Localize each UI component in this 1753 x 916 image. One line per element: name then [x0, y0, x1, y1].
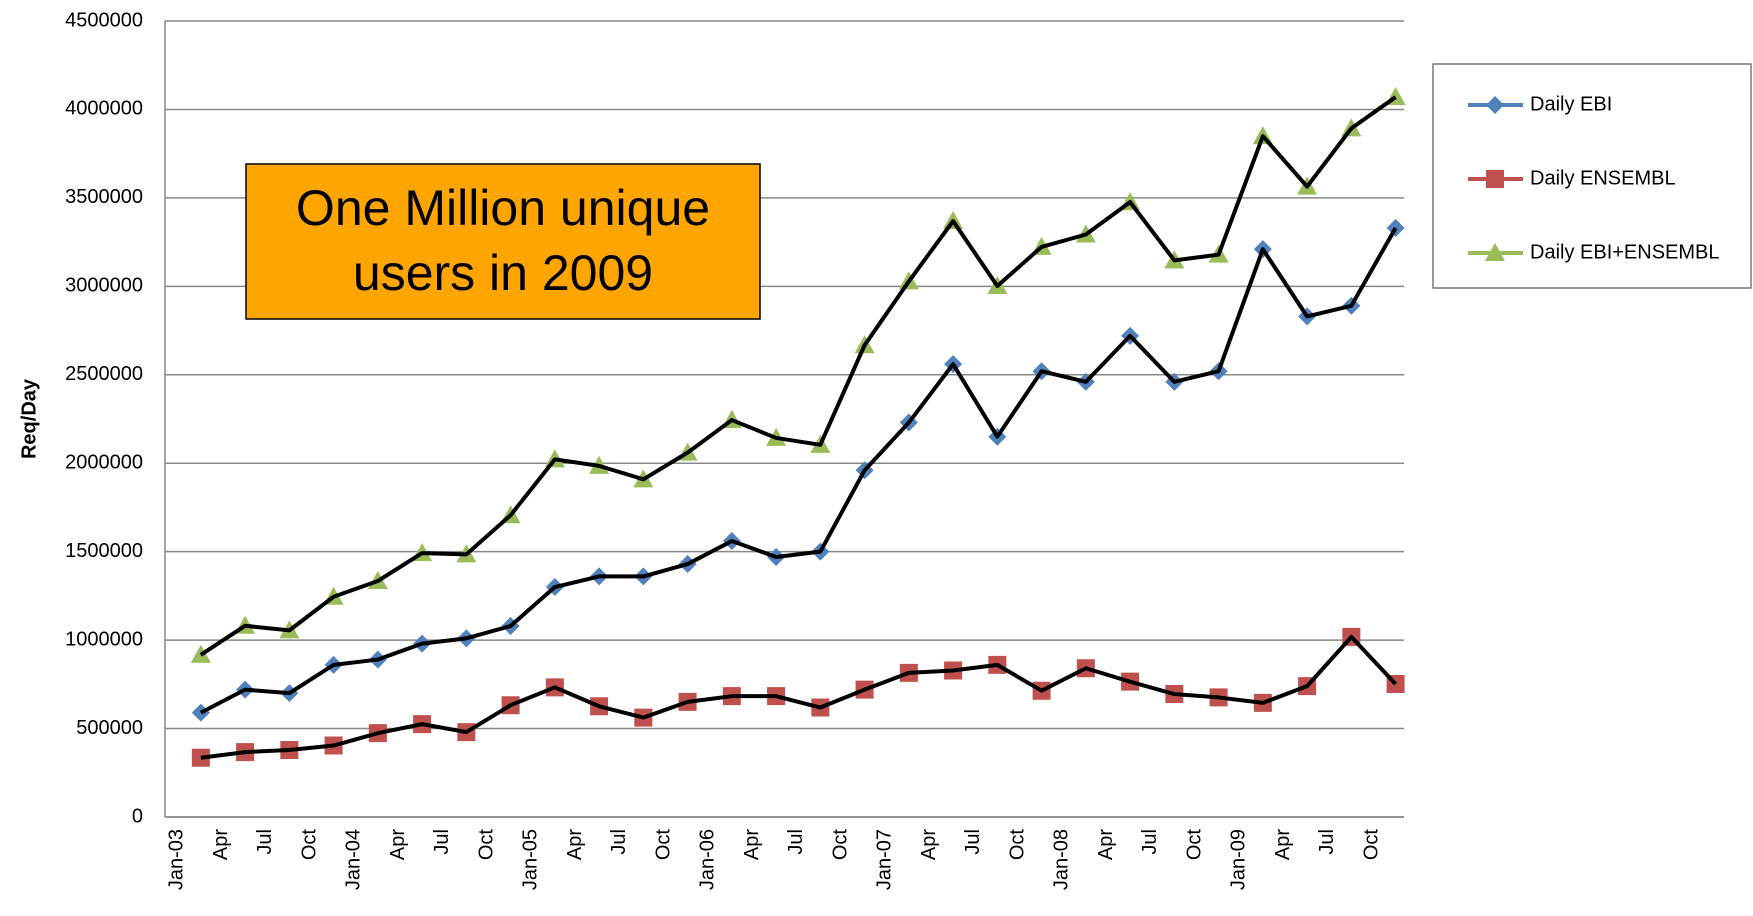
- x-tick-label: Apr: [210, 829, 232, 860]
- y-tick-label: 1500000: [65, 540, 143, 562]
- x-tick-label: Jan-06: [697, 829, 719, 890]
- y-tick-label: 2000000: [65, 452, 143, 474]
- y-tick-label: 0: [132, 805, 143, 827]
- y-tick-label: 1000000: [65, 628, 143, 650]
- x-tick-label: Oct: [1006, 829, 1028, 861]
- x-tick-label: Apr: [918, 829, 940, 860]
- marker: [1485, 243, 1505, 261]
- x-tick-label: Jul: [785, 829, 807, 855]
- marker: [1486, 96, 1504, 114]
- x-tick-label: Apr: [564, 829, 586, 860]
- x-tick-label: Oct: [652, 829, 674, 861]
- y-tick-label: 3500000: [65, 186, 143, 208]
- legend-label: Daily EBI: [1530, 93, 1612, 115]
- x-tick-label: Jul: [431, 829, 453, 855]
- annotation-text: users in 2009: [353, 245, 653, 301]
- annotation-box: [245, 163, 761, 320]
- x-tick-label: Jan-03: [166, 829, 188, 890]
- x-tick-label: Apr: [1095, 829, 1117, 860]
- x-tick-label: Jul: [962, 829, 984, 855]
- series-line: [200, 634, 1398, 760]
- y-tick-label: 4000000: [65, 98, 143, 120]
- x-tick-label: Oct: [298, 829, 320, 861]
- y-tick-label: 3000000: [65, 275, 143, 297]
- x-tick-label: Oct: [1360, 829, 1382, 861]
- x-tick-label: Oct: [1183, 829, 1205, 861]
- annotation-text: One Million unique: [296, 180, 710, 236]
- x-tick-label: Oct: [475, 829, 497, 861]
- x-tick-label: Jul: [1139, 829, 1161, 855]
- series-line: [199, 95, 1397, 657]
- x-tick-label: Jan-09: [1228, 829, 1250, 890]
- x-tick-label: Apr: [741, 829, 763, 860]
- series-line: [199, 226, 1398, 715]
- x-tick-label: Jan-05: [520, 829, 542, 890]
- x-tick-label: Jan-07: [874, 829, 896, 890]
- x-tick-label: Jul: [1316, 829, 1338, 855]
- x-tick-label: Jan-04: [343, 829, 365, 890]
- legend-label: Daily ENSEMBL: [1530, 167, 1676, 189]
- x-tick-label: Jul: [608, 829, 630, 855]
- x-tick-label: Jul: [254, 829, 276, 855]
- y-tick-label: 4500000: [65, 9, 143, 31]
- x-tick-label: Apr: [387, 829, 409, 860]
- y-tick-label: 500000: [76, 717, 143, 739]
- x-tick-label: Apr: [1272, 829, 1294, 860]
- marker: [1486, 170, 1504, 188]
- x-tick-label: Oct: [829, 829, 851, 861]
- x-tick-label: Jan-08: [1051, 829, 1073, 890]
- y-tick-label: 2500000: [65, 363, 143, 385]
- legend-label: Daily EBI+ENSEMBL: [1530, 241, 1720, 263]
- y-axis-label: Req/Day: [18, 378, 40, 459]
